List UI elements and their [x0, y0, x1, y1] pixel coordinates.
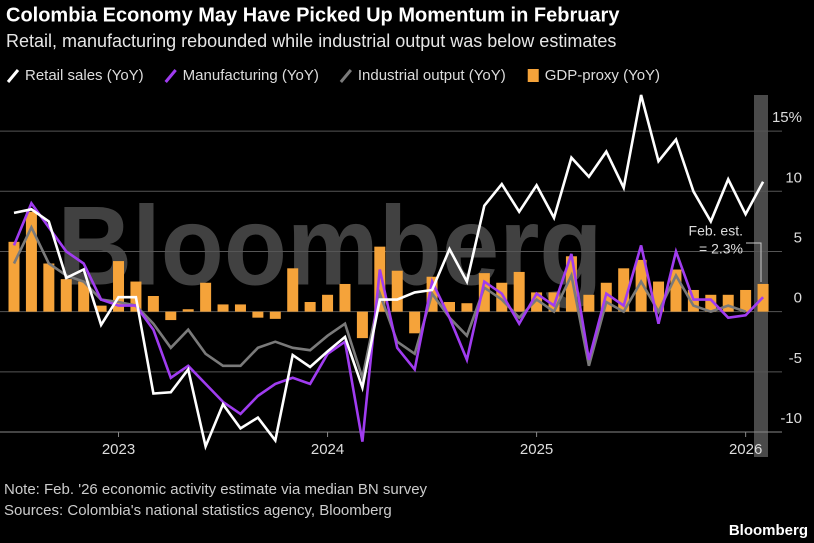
chart-title: Colombia Economy May Have Picked Up Mome…: [6, 4, 620, 26]
y-tick-label: 0: [794, 290, 802, 307]
x-tick-label: 2025: [520, 441, 553, 458]
bar: [565, 256, 577, 312]
x-tick-label: 2023: [102, 441, 135, 458]
bar: [391, 270, 403, 312]
bar: [252, 311, 264, 318]
bar: [182, 309, 194, 312]
bar: [165, 311, 177, 321]
bar: [618, 268, 630, 312]
bar: [583, 294, 595, 312]
legend-label: Manufacturing (YoY): [183, 67, 319, 84]
y-tick-label: 5: [794, 229, 802, 246]
legend: Retail sales (YoY) Manufacturing (YoY) Ind…: [6, 67, 660, 84]
bar: [722, 294, 734, 312]
bar: [478, 273, 490, 312]
note: Note: Feb. '26 economic activity estimat…: [4, 481, 428, 498]
legend-label: Industrial output (YoY): [358, 67, 506, 84]
bar: [287, 268, 299, 312]
bar: [322, 294, 334, 312]
bar: [217, 304, 229, 312]
bar: [444, 302, 455, 312]
bar: [339, 283, 351, 312]
bar: [496, 282, 508, 312]
legend-label: GDP-proxy (YoY): [545, 67, 660, 84]
legend-swatch: [164, 69, 177, 83]
bar: [60, 279, 72, 312]
y-tick-label: -5: [789, 350, 802, 367]
bar: [25, 211, 37, 312]
bar: [635, 259, 647, 312]
legend-swatch: [6, 69, 20, 83]
y-tick-label: 15%: [772, 109, 802, 126]
bar: [269, 311, 281, 319]
chart-subtitle: Retail, manufacturing rebounded while in…: [6, 31, 616, 51]
bar: [113, 261, 125, 312]
bar: [705, 294, 717, 312]
bar: [43, 263, 55, 312]
bar: [95, 305, 107, 312]
bar: [8, 241, 20, 312]
bar: [740, 289, 752, 312]
annotation: Feb. est.: [689, 223, 743, 239]
legend-label: Retail sales (YoY): [25, 67, 144, 84]
brand: Bloomberg: [729, 522, 808, 539]
x-tick-label: 2024: [311, 441, 344, 458]
bar: [147, 295, 159, 312]
bar: [78, 281, 90, 312]
source: Sources: Colombia's national statistics …: [4, 502, 392, 519]
annotation-leader: [746, 242, 762, 282]
bar: [200, 282, 212, 312]
bar: [531, 292, 543, 312]
x-tick-label: 2026: [729, 441, 762, 458]
bar: [670, 269, 682, 312]
bar: [304, 302, 316, 312]
y-tick-label: 10: [785, 169, 802, 186]
bar: [356, 311, 368, 339]
bar: [409, 311, 421, 334]
line: [13, 94, 765, 451]
bar: [461, 303, 473, 312]
watermark: Bloomberg: [58, 184, 603, 309]
legend-swatch: [527, 69, 539, 82]
y-tick-label: -10: [780, 410, 802, 427]
bar: [234, 304, 246, 312]
bar: [653, 281, 665, 312]
annotation: = 2.3%: [699, 241, 743, 257]
bar: [513, 271, 525, 312]
legend-swatch: [339, 69, 353, 83]
